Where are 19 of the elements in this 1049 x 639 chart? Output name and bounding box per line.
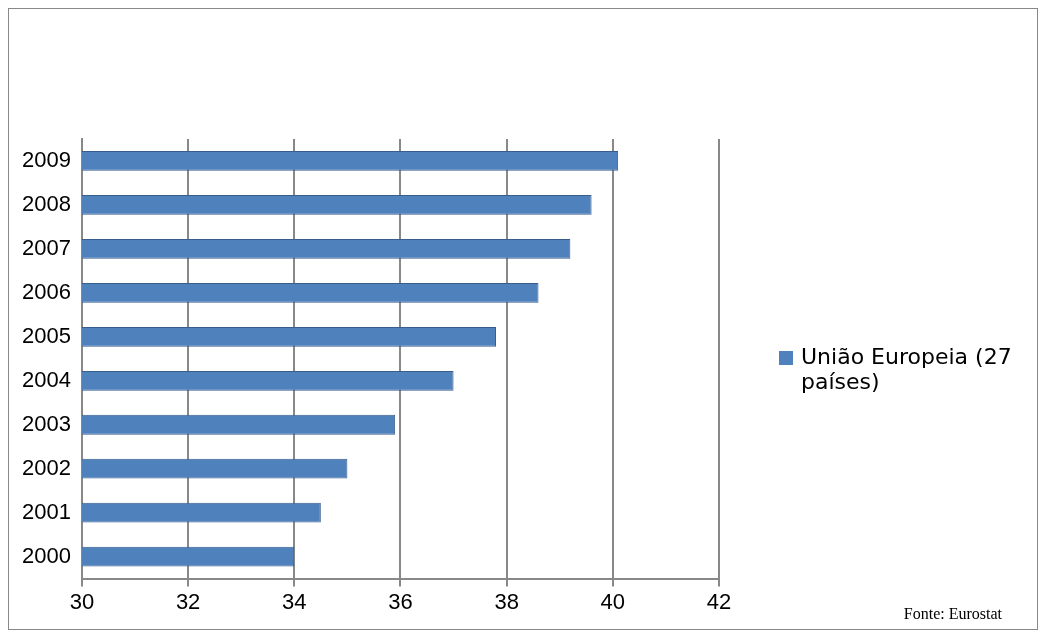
y-tick-label: 2009 (21, 147, 71, 173)
y-tick-label: 2000 (21, 542, 71, 568)
y-tick-label: 2006 (21, 278, 71, 304)
x-tick-label: 38 (494, 588, 519, 614)
x-tick-label: 30 (69, 588, 95, 614)
y-tick-label: 2005 (21, 322, 71, 348)
x-tick-label: 36 (388, 588, 413, 614)
y-tick-label: 2007 (21, 234, 71, 260)
y-tick-label: 2008 (21, 191, 71, 216)
y-tick-label: 2001 (21, 498, 71, 524)
legend-label: União Europeia (27 países) (801, 344, 1013, 394)
source-note: Fonte: Eurostat (903, 604, 1002, 623)
x-tick-label: 34 (282, 588, 307, 614)
x-tick-label: 40 (600, 588, 626, 614)
y-tick-label: 2003 (21, 410, 71, 436)
x-tick-label: 42 (706, 588, 732, 614)
x-tick-label: 32 (175, 588, 201, 614)
y-tick-label: 2004 (21, 366, 71, 392)
y-tick-label: 2002 (21, 454, 71, 480)
